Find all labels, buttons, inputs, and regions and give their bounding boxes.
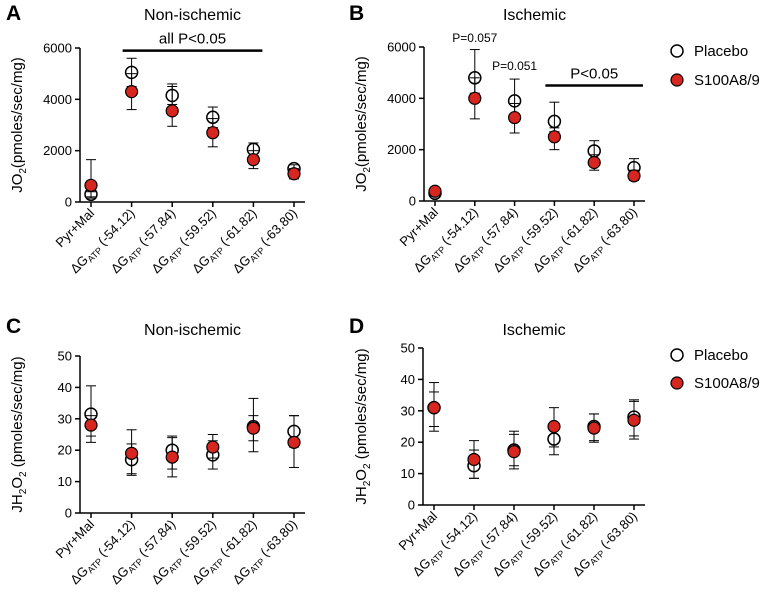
y-tick-label: 6000 [387,40,416,55]
s100-point [428,184,442,198]
s100-point [547,130,562,144]
placebo-point [287,424,301,439]
placebo-point [84,407,98,421]
y-tick-label: 2000 [43,143,72,158]
significance-label: P<0.05 [570,66,618,83]
y-tick-label: 0 [408,498,415,513]
s100-point [125,446,139,460]
p-value-label: P=0.051 [492,59,537,73]
chart-title: Non-ischemic [144,322,241,339]
s100-point [587,155,601,170]
s100-point [467,452,481,467]
y-tick-label: 30 [58,411,72,426]
y-tick-label: 6000 [43,41,72,56]
placebo-point [165,88,179,103]
s100-point [427,401,441,415]
legend-placebo-label: Placebo [694,43,748,60]
s100-point [507,445,521,459]
s100-point [627,413,641,427]
panel-letter: A [6,2,21,25]
chart-title: Non-ischemic [144,7,241,24]
y-tick-label: 10 [401,466,415,481]
panel-letter: B [349,2,364,25]
x-category-label: Pyr+Mal [396,508,441,553]
legend-placebo-label: Placebo [694,347,748,364]
panel-a: A Non-ischemic 0 2000 4000 6000 JO2(pmoles/sec… [6,2,305,276]
y-axis-label: JH2O2 (pmoles/sec/mg) [353,348,373,504]
s100-point [507,110,522,125]
s100-point [587,421,601,435]
legend-placebo-marker [670,44,684,58]
y-tick-label: 4000 [387,91,416,106]
x-category-label: Pyr+Mal [397,204,442,249]
y-tick-label: 0 [65,195,72,210]
s100-point [287,167,301,181]
placebo-point [507,94,522,108]
y-tick-label: 50 [58,349,72,364]
legend-s100-label: S100A8/9 [694,72,760,89]
panel-letter: D [349,315,364,338]
s100-point [547,419,561,434]
legend-bottom: Placebo S100A8/9 [670,347,760,392]
s100-point [246,421,260,435]
legend-placebo-marker [670,348,684,362]
placebo-point [547,114,562,129]
y-axis-label: JO2(pmoles/sec/mg) [353,56,373,192]
y-tick-label: 40 [401,372,415,387]
placebo-point [206,110,220,125]
s100-point [206,126,220,140]
placebo-point [587,144,601,158]
y-tick-label: 30 [401,403,415,418]
x-category-label: Pyr+Mal [53,205,98,250]
s100-point [165,104,179,118]
legend-s100-marker [670,376,684,390]
significance-label: all P<0.05 [159,31,226,48]
panel-letter: C [6,315,21,338]
placebo-point [468,71,482,85]
chart-title: Ischemic [502,322,565,339]
s100-point [287,435,301,449]
chart-title: Ischemic [503,7,566,24]
p-value-label: P=0.057 [452,31,497,45]
y-tick-label: 20 [58,443,72,458]
y-axis-label: JO2(pmoles/sec/mg) [9,57,29,193]
s100-point [84,418,98,432]
s100-point [468,91,482,105]
y-tick-label: 40 [58,380,72,395]
y-tick-label: 0 [409,194,416,209]
y-axis-label: JH2O2 (pmoles/sec/mg) [9,356,29,512]
y-tick-label: 50 [401,341,415,356]
s100-point [206,440,220,454]
placebo-point [124,65,139,80]
y-tick-label: 4000 [43,92,72,107]
x-category-label: Pyr+Mal [53,516,98,561]
panel-d: D Ischemic 0 10 20 30 40 50 JH2O2 (pmoles/sec/mg… [349,315,645,579]
y-tick-label: 2000 [387,142,416,157]
s100-point [84,178,98,192]
s100-point [165,450,179,464]
panel-b: B Ischemic 0 2000 4000 6000 JO2(pmoles/sec/mg)… [349,2,645,275]
s100-point [246,153,260,167]
s100-point [125,85,139,99]
y-tick-label: 10 [58,474,72,489]
s100-point [627,169,641,183]
legend-s100-label: S100A8/9 [694,375,760,392]
placebo-point [547,432,561,446]
panel-c: C Non-ischemic 0 10 20 30 40 50 JH2O2 (pmoles/se… [6,315,305,587]
legend-s100-marker [670,73,684,87]
y-tick-label: 0 [65,506,72,521]
y-tick-label: 20 [401,435,415,450]
legend-top: Placebo S100A8/9 [670,43,760,89]
